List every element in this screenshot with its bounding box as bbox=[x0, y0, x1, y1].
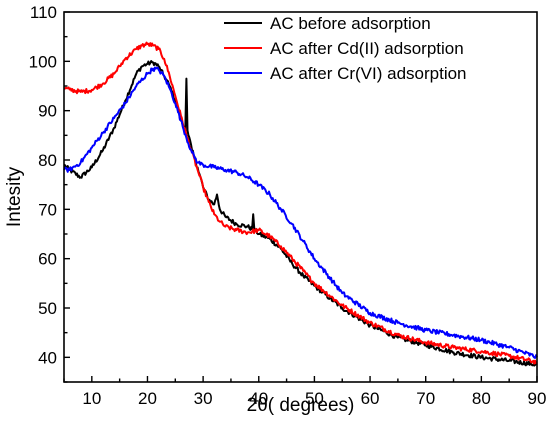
legend-label: AC after Cd(II) adsorption bbox=[270, 39, 464, 58]
legend-label: AC after Cr(VI) adsorption bbox=[270, 64, 467, 83]
y-tick-label: 90 bbox=[38, 102, 57, 121]
series-line-2 bbox=[63, 41, 538, 365]
legend-label: AC before adsorption bbox=[270, 14, 431, 33]
y-tick-label: 70 bbox=[38, 200, 57, 219]
series-line-3 bbox=[63, 66, 538, 359]
x-tick-label: 60 bbox=[361, 389, 380, 408]
ticks-layer: 10 20 30 40 50 60 70 80 90 40 50 60 70 80 90 100 110 bbox=[29, 3, 547, 408]
x-tick-label: 30 bbox=[194, 389, 213, 408]
y-tick-label: 100 bbox=[29, 52, 57, 71]
x-tick-label: 90 bbox=[528, 389, 547, 408]
x-tick-label: 80 bbox=[472, 389, 491, 408]
x-axis-title: 2θ( degrees) bbox=[247, 395, 355, 416]
x-tick-label: 20 bbox=[138, 389, 157, 408]
y-tick-label: 50 bbox=[38, 299, 57, 318]
x-tick-label: 10 bbox=[82, 389, 101, 408]
y-axis-title: Intesity bbox=[4, 166, 25, 227]
x-tick-label: 50 bbox=[305, 389, 324, 408]
x-tick-label: 70 bbox=[416, 389, 435, 408]
series-line-1 bbox=[63, 60, 538, 367]
y-tick-label: 110 bbox=[30, 3, 57, 22]
series-layer bbox=[63, 41, 538, 367]
x-tick-label: 40 bbox=[249, 389, 268, 408]
plot-frame bbox=[63, 11, 538, 383]
y-tick-label: 40 bbox=[38, 348, 57, 367]
y-tick-label: 60 bbox=[38, 250, 57, 269]
legend: AC before adsorption AC after Cd(II) adso… bbox=[224, 14, 467, 83]
y-tick-label: 80 bbox=[38, 151, 57, 170]
